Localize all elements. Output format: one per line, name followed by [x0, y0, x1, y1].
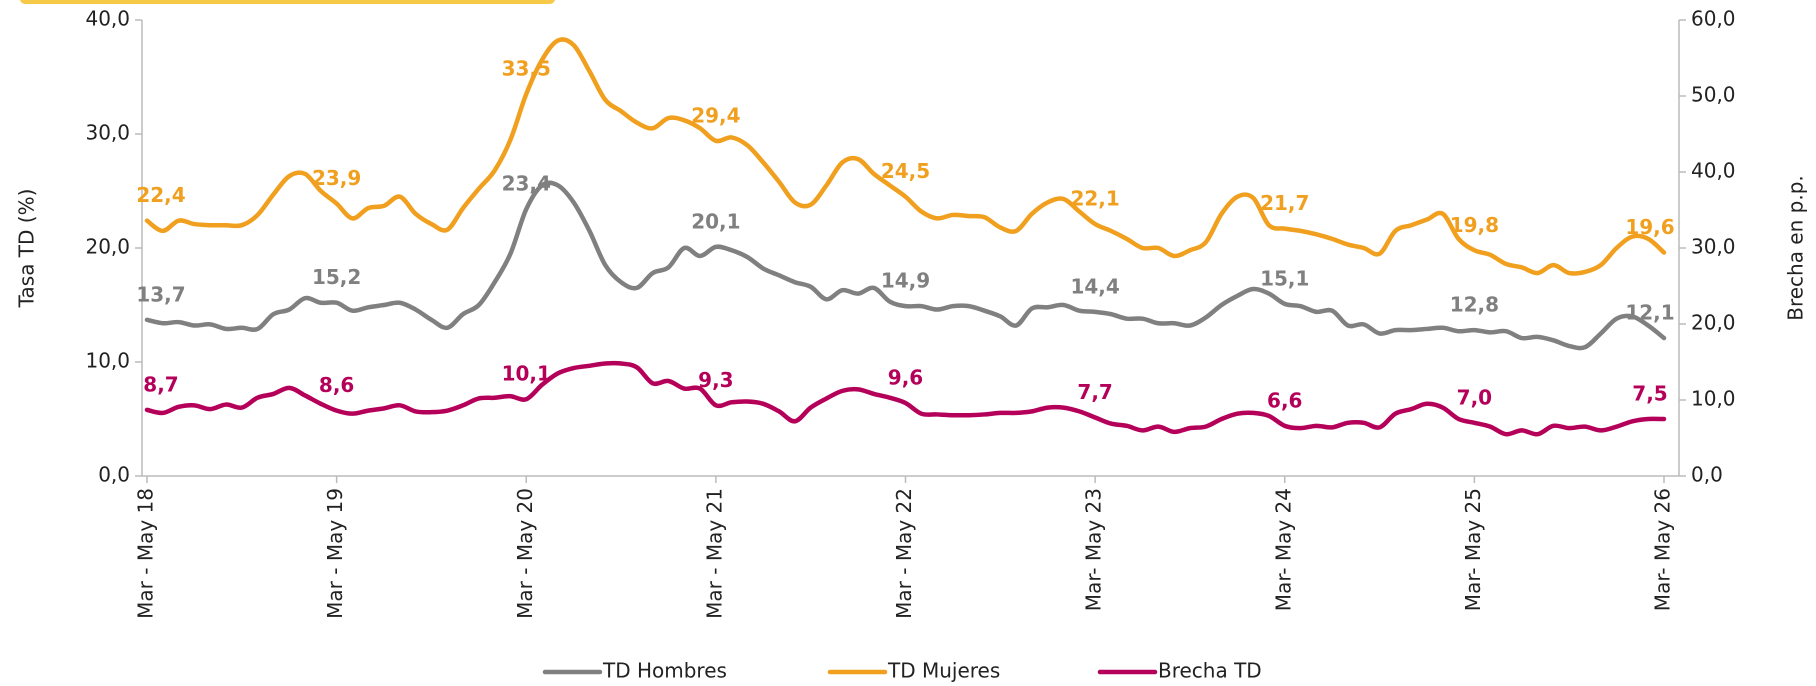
x-tick-label: Mar - May 20: [513, 488, 537, 619]
y2-tick-label: 10,0: [1691, 387, 1736, 411]
data-label: 7,7: [1077, 380, 1112, 404]
y2-axis-title: Brecha en p.p.: [1784, 175, 1808, 321]
data-label: 13,7: [136, 282, 185, 306]
data-label: 7,0: [1457, 385, 1492, 409]
x-tick-label: Mar- May 25: [1461, 488, 1485, 611]
y2-tick-label: 0,0: [1691, 463, 1723, 487]
data-label: 8,7: [143, 372, 178, 396]
y-tick-label: 30,0: [85, 121, 130, 145]
data-label: 33,5: [502, 57, 551, 81]
data-label: 7,5: [1632, 382, 1667, 406]
data-label: 19,8: [1450, 213, 1499, 237]
x-tick-label: Mar - May 19: [323, 488, 347, 619]
data-label: 12,1: [1625, 301, 1674, 325]
data-label: 9,3: [698, 368, 733, 392]
x-tick-label: Mar - May 21: [702, 488, 726, 619]
data-label: 20,1: [691, 209, 740, 233]
data-label: 12,8: [1450, 293, 1499, 317]
y-axis-title: Tasa TD (%): [15, 189, 39, 309]
data-label: 22,4: [136, 183, 185, 207]
x-tick-label: Mar- May 26: [1651, 488, 1675, 611]
data-label: 8,6: [319, 373, 354, 397]
data-label: 29,4: [691, 103, 740, 127]
data-label: 23,4: [502, 172, 551, 196]
data-label: 21,7: [1260, 191, 1309, 215]
y2-tick-label: 20,0: [1691, 311, 1736, 335]
data-label: 19,6: [1625, 215, 1674, 239]
data-label: 9,6: [888, 366, 923, 390]
series-line: [144, 180, 1667, 351]
header-bar: [20, 0, 555, 4]
data-label: 14,9: [881, 269, 930, 293]
y-tick-label: 0,0: [98, 463, 130, 487]
y-tick-label: 20,0: [85, 235, 130, 259]
x-tick-label: Mar - May 22: [892, 488, 916, 619]
data-label: 6,6: [1267, 388, 1302, 412]
data-label: 14,4: [1070, 274, 1119, 298]
y2-tick-label: 60,0: [1691, 7, 1736, 31]
y2-tick-label: 50,0: [1691, 83, 1736, 107]
legend-label: Brecha TD: [1158, 659, 1262, 683]
x-tick-label: Mar- May 23: [1082, 488, 1106, 611]
y-tick-label: 10,0: [85, 349, 130, 373]
legend-label: TD Mujeres: [887, 659, 1000, 683]
data-label: 15,2: [312, 265, 361, 289]
series-line: [144, 360, 1667, 437]
data-label: 10,1: [502, 362, 551, 386]
data-label: 15,1: [1260, 266, 1309, 290]
y2-tick-label: 40,0: [1691, 159, 1736, 183]
data-label: 23,9: [312, 166, 361, 190]
series-line: [144, 37, 1667, 276]
x-tick-label: Mar- May 24: [1271, 488, 1295, 611]
y-tick-label: 40,0: [85, 7, 130, 31]
data-label: 22,1: [1070, 187, 1119, 211]
data-label: 24,5: [881, 159, 930, 183]
legend-label: TD Hombres: [602, 659, 727, 683]
y2-tick-label: 30,0: [1691, 235, 1736, 259]
x-tick-label: Mar - May 18: [134, 488, 158, 619]
